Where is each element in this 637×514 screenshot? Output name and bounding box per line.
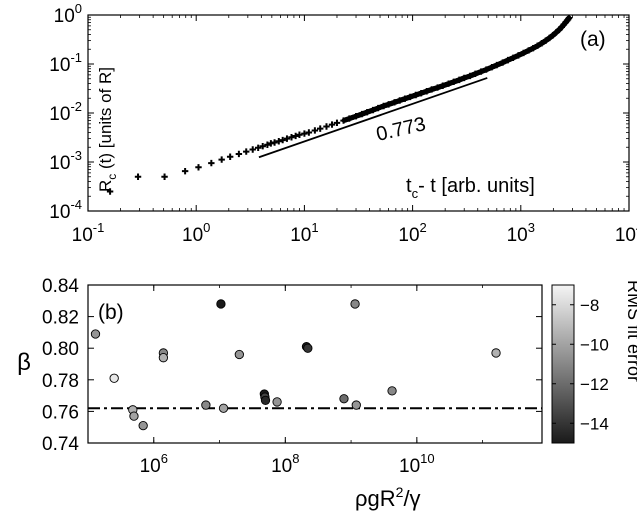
y-tick-label: 0.84 [42, 276, 79, 297]
colorbar-tick-label: −8 [580, 296, 599, 315]
data-point [243, 148, 250, 155]
data-point [254, 144, 262, 151]
x-tick-label: 103 [507, 220, 535, 246]
data-point [218, 156, 225, 163]
y-tick-label: 0.76 [42, 402, 79, 423]
data-point [259, 143, 266, 150]
data-point [90, 329, 101, 339]
panel-b-ticks: 106 108 1010 0.74 0.76 0.78 0.80 0.82 0.84 [42, 276, 542, 477]
panel-a-label: (a) [580, 28, 606, 51]
data-point [272, 397, 282, 407]
x-tick-label: 100 [182, 220, 210, 246]
data-point [134, 173, 142, 180]
panel-b-points [90, 299, 501, 431]
data-point [234, 349, 244, 360]
data-point [158, 353, 169, 363]
colorbar-tick-label: −14 [580, 414, 609, 433]
data-point [303, 343, 313, 353]
colorbar-tick-label: −10 [580, 335, 609, 354]
data-point [161, 173, 168, 180]
data-point [216, 299, 226, 309]
y-tick-label: 0.78 [42, 371, 79, 392]
data-point [323, 123, 330, 130]
x-tick-label: 106 [140, 451, 168, 477]
y-tick-label: 100 [54, 1, 82, 27]
data-point [339, 394, 349, 404]
panel-a: 10-1 100 101 102 103 104 10-4 10-3 10-2 10-1 100 0… [49, 1, 637, 246]
y-tick-label: 0.80 [42, 339, 79, 360]
panel-a-points [106, 14, 573, 195]
data-point [275, 138, 283, 145]
data-point [260, 395, 271, 405]
data-point [311, 127, 319, 134]
x-tick-label: 1010 [399, 451, 435, 477]
data-point [283, 135, 291, 142]
y-tick-label: 0.82 [42, 308, 79, 329]
data-point [279, 136, 286, 144]
panel-b: 106 108 1010 0.74 0.76 0.78 0.80 0.82 0.84 (b) β… [17, 276, 637, 511]
y-tick-label: 10-3 [49, 148, 82, 174]
data-point [301, 130, 308, 137]
x-tick-label: 104 [615, 220, 637, 246]
data-point [565, 14, 573, 22]
y-tick-label: 10-4 [49, 197, 82, 223]
panel-a-xlabel: tc- t [arb. units] [406, 175, 535, 201]
data-point [387, 386, 397, 396]
data-point [317, 125, 324, 132]
fit-line [258, 77, 488, 159]
panel-b-label: (b) [98, 301, 124, 324]
y-tick-label: 10-2 [49, 99, 82, 125]
colorbar-label: RMS fit error [624, 280, 637, 382]
data-point [181, 167, 189, 175]
panel-b-xlabel: ρgR2/γ [355, 484, 421, 511]
panel-a-ticks: 10-1 100 101 102 103 104 10-4 10-3 10-2 10-1 100 [49, 1, 637, 246]
data-point [249, 146, 256, 153]
data-point [226, 153, 234, 160]
data-point [208, 159, 215, 167]
data-point [138, 420, 148, 431]
y-tick-label: 10-1 [49, 50, 82, 76]
data-point [271, 139, 278, 146]
x-tick-label: 108 [271, 451, 299, 477]
data-point [264, 141, 271, 148]
data-point [288, 134, 295, 141]
x-tick-label: 102 [398, 220, 426, 246]
data-point [296, 131, 303, 138]
data-point [328, 121, 336, 128]
fit-slope-label: 0.773 [374, 113, 428, 146]
colorbar [551, 284, 575, 444]
panel-a-ylabel: Rc (t) [units of R] [96, 67, 119, 192]
data-point [106, 188, 114, 195]
data-point [350, 299, 360, 309]
data-point [305, 129, 313, 136]
data-point [333, 119, 341, 127]
data-point [201, 400, 211, 410]
y-tick-label: 0.74 [42, 434, 79, 455]
panel-b-frame [87, 284, 543, 444]
x-tick-label: 10-1 [72, 220, 105, 246]
x-tick-label: 101 [290, 220, 318, 246]
colorbar-ticks: −8 −10 −12 −14 [552, 296, 609, 433]
data-point [292, 132, 299, 140]
data-point [351, 400, 361, 410]
data-point [218, 403, 229, 413]
data-point [491, 348, 501, 358]
data-point [235, 150, 243, 158]
colorbar-tick-label: −12 [580, 375, 609, 394]
data-point [109, 373, 119, 383]
data-point [129, 411, 139, 421]
data-point [195, 164, 202, 171]
panel-b-ylabel: β [17, 349, 31, 376]
